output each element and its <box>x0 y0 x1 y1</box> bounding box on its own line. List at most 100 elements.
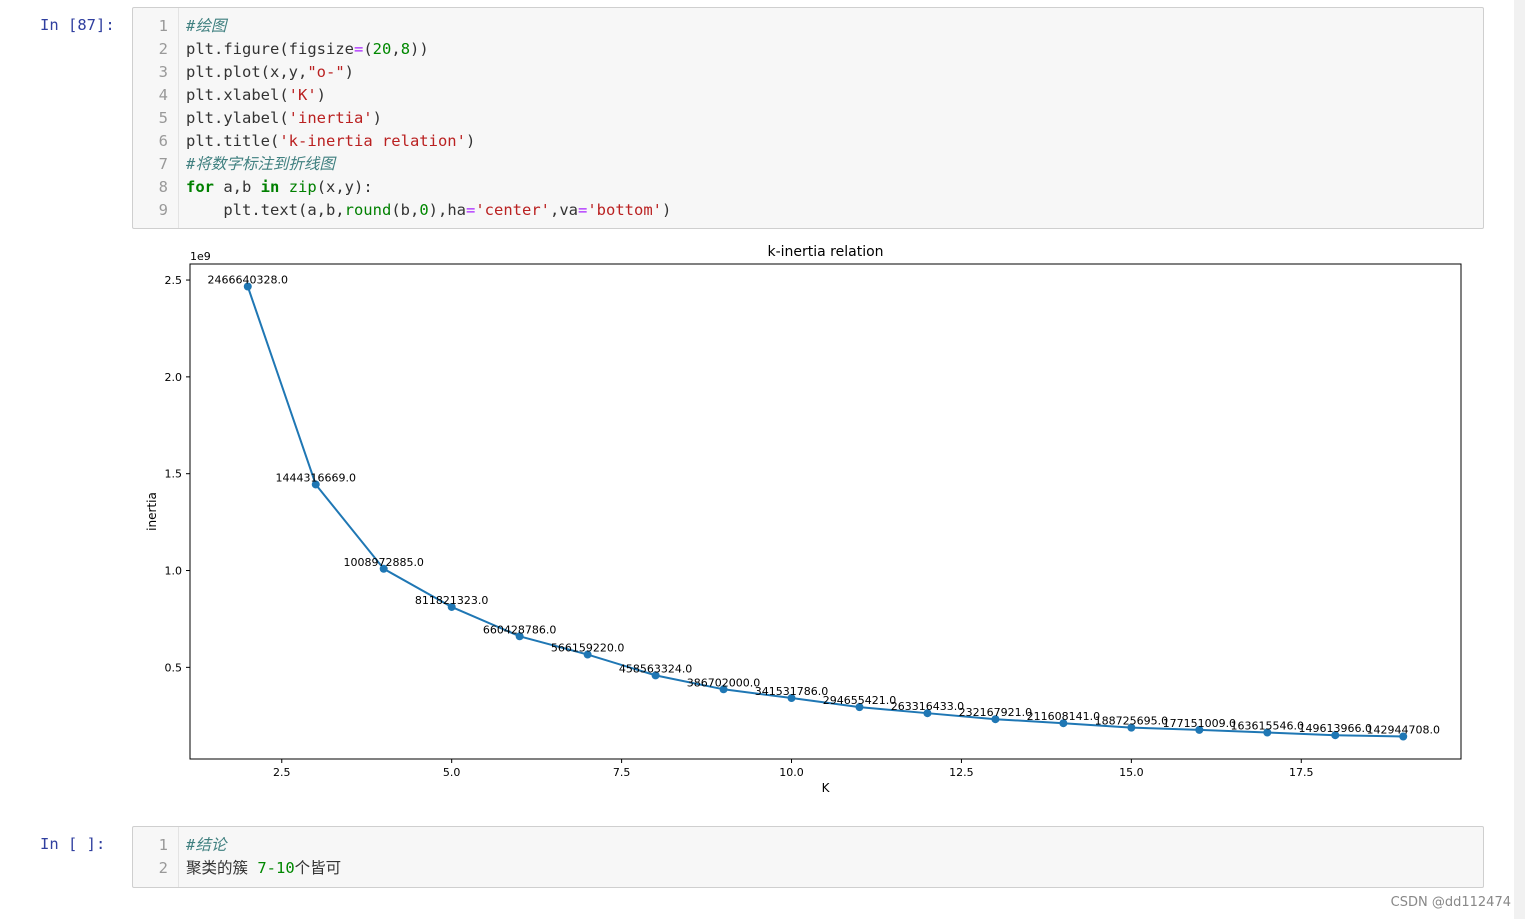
line-number: 9 <box>158 201 168 219</box>
code-line: plt.title('k-inertia relation') <box>186 130 671 153</box>
code-token: )) <box>410 40 429 58</box>
value-label: 188725695.0 <box>1095 715 1168 728</box>
data-point <box>311 480 320 489</box>
x-tick-label: 17.5 <box>1289 766 1314 779</box>
code-token: round <box>344 201 392 219</box>
data-point <box>787 694 796 703</box>
code-token: ) <box>661 201 672 219</box>
code-token: 'K' <box>288 86 317 104</box>
value-label: 566159220.0 <box>551 642 624 655</box>
code-token: plt.text(a,b, <box>186 201 345 219</box>
line-number: 2 <box>158 859 168 877</box>
code-line: #将数字标注到折线图 <box>186 153 671 176</box>
value-label: 458563324.0 <box>619 662 692 675</box>
code-text: #结论 聚类的簇 7-10个皆可 <box>186 834 341 880</box>
cell-prompt: In [87]: <box>40 16 115 34</box>
code-line: #绘图 <box>186 15 671 38</box>
x-tick-label: 7.5 <box>613 766 631 779</box>
y-tick-label: 1.0 <box>165 565 183 578</box>
y-tick-label: 2.5 <box>165 274 183 287</box>
code-line: for a,b in zip(x,y): <box>186 176 671 199</box>
code-token: zip <box>288 178 317 196</box>
code-token: = <box>353 40 364 58</box>
y-offset-label: 1e9 <box>190 250 211 263</box>
code-token: "o-" <box>307 63 345 81</box>
data-point <box>583 650 592 659</box>
code-token: #结论 <box>186 836 227 854</box>
y-tick-label: 1.5 <box>165 468 183 481</box>
value-label: 163615546.0 <box>1231 719 1304 732</box>
line-number: 1 <box>158 836 168 854</box>
data-line <box>246 286 1404 738</box>
y-tick-label: 2.0 <box>165 371 183 384</box>
code-line: plt.figure(figsize=(20,8)) <box>186 38 671 61</box>
data-point <box>1195 725 1204 734</box>
data-point <box>515 632 524 641</box>
code-token: 'bottom' <box>587 201 662 219</box>
code-line: plt.xlabel('K') <box>186 84 671 107</box>
code-line: plt.text(a,b,round(b,0),ha='center',va='… <box>186 199 671 222</box>
line-number: 1 <box>158 17 168 35</box>
x-tick-label: 10.0 <box>779 766 804 779</box>
code-line: plt.plot(x,y,"o-") <box>186 61 671 84</box>
code-token: 个皆可 <box>294 859 342 877</box>
data-point <box>923 709 932 718</box>
value-label: 811821323.0 <box>415 594 488 607</box>
value-label: 1008972885.0 <box>343 556 423 569</box>
code-token: plt.ylabel( <box>186 109 289 127</box>
line-number: 5 <box>158 109 168 127</box>
value-label: 660428786.0 <box>483 623 556 636</box>
x-tick-label: 12.5 <box>949 766 974 779</box>
code-cell[interactable]: 1 2 3 4 5 6 7 8 9 #绘图 plt.figure(figsize=(20,8)) pl… <box>132 7 1484 229</box>
code-cell[interactable]: 1 2 #结论 聚类的簇 7-10个皆可 <box>132 826 1484 888</box>
x-tick-label: 15.0 <box>1119 766 1144 779</box>
code-token: = <box>465 201 476 219</box>
value-label: 1444316669.0 <box>275 471 355 484</box>
code-token: plt.title( <box>186 132 280 150</box>
code-token: ,va <box>549 201 578 219</box>
data-point <box>447 602 456 611</box>
data-point <box>1399 732 1408 741</box>
value-label: 2466640328.0 <box>208 274 288 287</box>
code-token: ),ha <box>428 201 466 219</box>
line-number: 6 <box>158 132 168 150</box>
value-label: 263316433.0 <box>891 700 964 713</box>
code-token: ) <box>316 86 326 104</box>
data-point <box>855 703 864 712</box>
code-line: #结论 <box>186 834 341 857</box>
line-number: 7 <box>158 155 168 173</box>
line-number: 3 <box>158 63 168 81</box>
code-token: plt.plot(x,y, <box>186 63 308 81</box>
data-point <box>1331 731 1340 740</box>
code-token: plt.figure(figsize <box>186 40 354 58</box>
value-label: 232167921.0 <box>959 706 1032 719</box>
code-token: plt.xlabel( <box>186 86 289 104</box>
code-token: #将数字标注到折线图 <box>186 155 335 173</box>
code-token <box>279 178 288 196</box>
code-token: a,b <box>214 178 261 196</box>
code-token: 0 <box>419 201 429 219</box>
x-tick-label: 2.5 <box>273 766 291 779</box>
code-token: , <box>391 40 401 58</box>
data-point <box>991 715 1000 724</box>
code-token: (x,y): <box>316 178 373 196</box>
chart-title: k-inertia relation <box>767 244 883 260</box>
code-line: plt.ylabel('inertia') <box>186 107 671 130</box>
watermark: CSDN @dd112474 <box>1390 895 1511 910</box>
line-gutter: 1 2 3 4 5 6 7 8 9 <box>133 8 179 228</box>
code-token: = <box>577 201 588 219</box>
plot-area <box>189 263 1462 760</box>
value-label: 386702000.0 <box>687 676 760 689</box>
value-label: 341531786.0 <box>755 685 828 698</box>
y-tick-label: 0.5 <box>165 661 183 674</box>
data-point <box>1263 728 1272 737</box>
code-token: 20 <box>372 40 392 58</box>
x-tick-label: 5.0 <box>443 766 461 779</box>
scrollbar[interactable] <box>1514 0 1525 919</box>
code-token: in <box>260 178 280 196</box>
code-token: for <box>186 178 214 196</box>
line-number: 4 <box>158 86 168 104</box>
